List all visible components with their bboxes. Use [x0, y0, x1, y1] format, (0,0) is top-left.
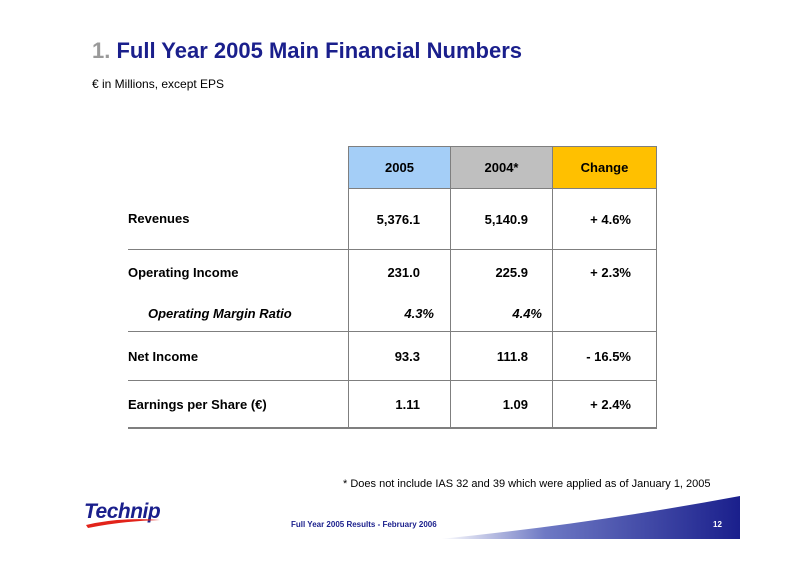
- row-label: Operating Margin Ratio: [128, 295, 349, 332]
- value-2005: 5,376.1: [348, 188, 451, 250]
- header-2004: 2004*: [450, 146, 553, 189]
- logo-swoosh-icon: [86, 519, 160, 528]
- value-2005: 93.3: [348, 331, 451, 381]
- table-row-operating-income: Operating Income 231.0 225.9 + 2.3%: [128, 249, 657, 295]
- slide-title: 1. Full Year 2005 Main Financial Numbers: [92, 38, 522, 64]
- value-change: + 4.6%: [552, 188, 657, 250]
- value-change: + 2.4%: [552, 380, 657, 429]
- header-change: Change: [552, 146, 657, 189]
- value-2004: 111.8: [450, 331, 553, 381]
- table-header-row: 2005 2004* Change: [128, 146, 657, 189]
- page-number: 12: [713, 520, 722, 529]
- row-label: Revenues: [128, 188, 349, 250]
- table-row-operating-margin: Operating Margin Ratio 4.3% 4.4%: [128, 295, 657, 332]
- header-blank-cell: [128, 147, 349, 189]
- table-row-net-income: Net Income 93.3 111.8 - 16.5%: [128, 331, 657, 381]
- row-label: Earnings per Share (€): [128, 380, 349, 429]
- header-2005: 2005: [348, 146, 451, 189]
- title-number: 1.: [92, 38, 111, 63]
- value-2005: 4.3%: [348, 295, 451, 332]
- value-2004: 1.09: [450, 380, 553, 429]
- value-change: - 16.5%: [552, 331, 657, 381]
- value-change: + 2.3%: [552, 249, 657, 295]
- value-2004: 225.9: [450, 249, 553, 295]
- value-2004: 4.4%: [450, 295, 553, 332]
- value-2004: 5,140.9: [450, 188, 553, 250]
- row-label: Operating Income: [128, 265, 239, 280]
- value-2005: 1.11: [348, 380, 451, 429]
- table-row-revenues: Revenues 5,376.1 5,140.9 + 4.6%: [128, 188, 657, 250]
- value-change: [552, 295, 657, 332]
- title-text: Full Year 2005 Main Financial Numbers: [116, 38, 523, 63]
- slide-subtitle: € in Millions, except EPS: [92, 77, 225, 91]
- technip-logo: Technip: [84, 500, 161, 523]
- value-2005: 231.0: [348, 249, 451, 295]
- financial-table: 2005 2004* Change Revenues 5,376.1 5,140…: [128, 146, 657, 429]
- footnote: * Does not include IAS 32 and 39 which w…: [343, 478, 711, 490]
- footer-text: Full Year 2005 Results - February 2006: [291, 520, 437, 529]
- row-label: Net Income: [128, 331, 349, 381]
- footer-band: [440, 496, 740, 539]
- table-row-eps: Earnings per Share (€) 1.11 1.09 + 2.4%: [128, 380, 657, 429]
